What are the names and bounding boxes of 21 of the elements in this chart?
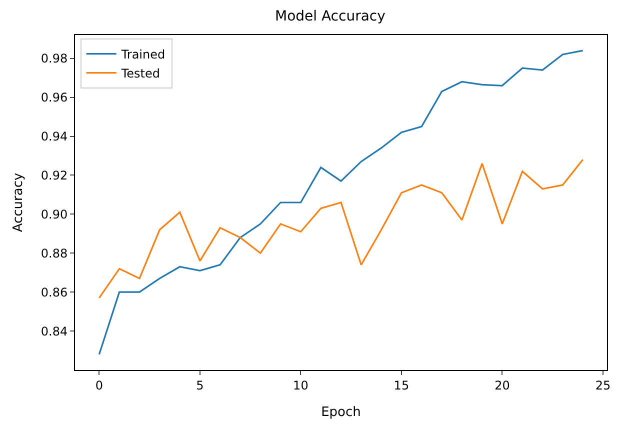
x-tick-label: 0	[95, 378, 103, 392]
x-tick-label: 15	[394, 378, 410, 392]
x-tick-label: 10	[293, 378, 308, 392]
line-series	[98, 50, 584, 356]
y-tick-label: 0.96	[40, 90, 68, 105]
x-tick-label: 5	[196, 378, 204, 392]
y-axis-title: Accuracy	[10, 172, 26, 232]
x-tick-label: 20	[494, 378, 510, 392]
chart-title: Model Accuracy	[274, 8, 386, 25]
y-tick-label: 0.86	[40, 285, 68, 300]
line-series	[98, 158, 584, 299]
y-tick-label: 0.94	[40, 129, 68, 144]
x-tick-label: 25	[595, 378, 611, 392]
legend-label: Tested	[120, 66, 160, 81]
y-tick-label: 0.90	[40, 207, 68, 222]
legend-label: Trained	[120, 48, 166, 62]
y-tick-label: 0.98	[40, 52, 68, 66]
y-tick-label: 0.92	[40, 168, 68, 182]
x-axis-title: Epoch	[321, 405, 361, 420]
y-tick-label: 0.84	[40, 324, 68, 338]
y-tick-label: 0.88	[40, 246, 68, 260]
